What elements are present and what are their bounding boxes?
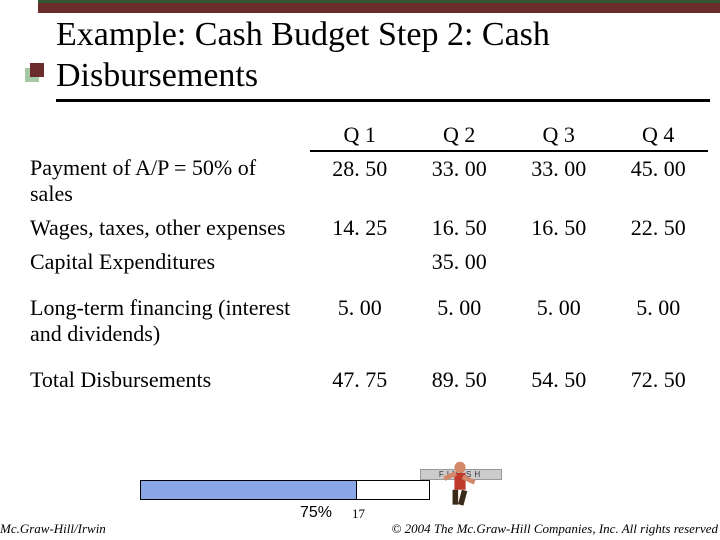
- table-row: Capital Expenditures 35. 00: [30, 245, 708, 279]
- cell: [310, 245, 410, 279]
- table-row: Wages, taxes, other expenses 14. 25 16. …: [30, 211, 708, 245]
- cell: [509, 245, 609, 279]
- table-total-row: Total Disbursements 47. 75 89. 50 54. 50…: [30, 363, 708, 397]
- progress-fill: [141, 481, 357, 499]
- col-q3: Q 3: [509, 118, 609, 151]
- progress-bar: [140, 480, 430, 500]
- col-q2: Q 2: [410, 118, 510, 151]
- top-brown-line: [38, 3, 720, 13]
- cell: 16. 50: [509, 211, 609, 245]
- row-label: Wages, taxes, other expenses: [30, 211, 310, 245]
- cell: 5. 00: [609, 291, 709, 351]
- cell: 5. 00: [410, 291, 510, 351]
- col-q1: Q 1: [310, 118, 410, 151]
- cell: 33. 00: [410, 151, 510, 211]
- cell: 45. 00: [609, 151, 709, 211]
- cell: 5. 00: [509, 291, 609, 351]
- cell: 33. 00: [509, 151, 609, 211]
- cell: 35. 00: [410, 245, 510, 279]
- row-label: Total Disbursements: [30, 363, 310, 397]
- title-container: Example: Cash Budget Step 2: Cash Disbur…: [56, 14, 710, 102]
- cell: 72. 50: [609, 363, 709, 397]
- runner-icon: [432, 458, 488, 514]
- cell: [609, 245, 709, 279]
- table-row: Payment of A/P = 50% of sales 28. 50 33.…: [30, 151, 708, 211]
- cell: 47. 75: [310, 363, 410, 397]
- row-label: Long-term financing (interest and divide…: [30, 291, 310, 351]
- table-header-row: Q 1 Q 2 Q 3 Q 4: [30, 118, 708, 151]
- disbursements-table: Q 1 Q 2 Q 3 Q 4 Payment of A/P = 50% of …: [30, 118, 708, 397]
- spacer-row: [30, 279, 708, 291]
- col-q4: Q 4: [609, 118, 709, 151]
- page-number: 17: [352, 506, 365, 522]
- footer-right: © 2004 The Mc.Graw-Hill Companies, Inc. …: [391, 521, 718, 537]
- row-label: Capital Expenditures: [30, 245, 310, 279]
- table-row: Long-term financing (interest and divide…: [30, 291, 708, 351]
- progress-label: 75%: [300, 504, 332, 522]
- cell: 89. 50: [410, 363, 510, 397]
- progress-track: [140, 480, 430, 500]
- spacer-row: [30, 351, 708, 363]
- bullet-square: [30, 63, 44, 77]
- header-blank: [30, 118, 310, 151]
- cell: 14. 25: [310, 211, 410, 245]
- page-title: Example: Cash Budget Step 2: Cash Disbur…: [56, 14, 710, 102]
- cell: 28. 50: [310, 151, 410, 211]
- footer-left: Mc.Graw-Hill/Irwin: [0, 521, 106, 537]
- cell: 5. 00: [310, 291, 410, 351]
- cell: 22. 50: [609, 211, 709, 245]
- cell: 16. 50: [410, 211, 510, 245]
- cell: 54. 50: [509, 363, 609, 397]
- row-label: Payment of A/P = 50% of sales: [30, 151, 310, 211]
